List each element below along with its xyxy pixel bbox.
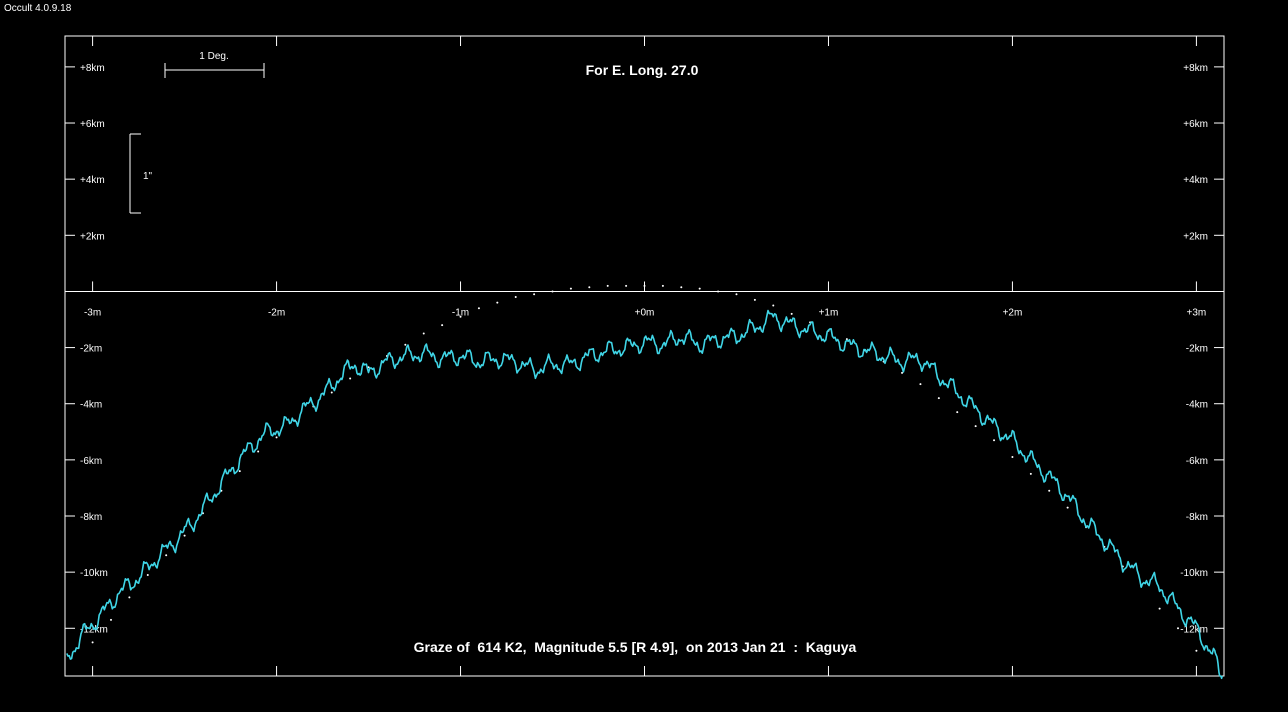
y-tick-label-right: -6km	[1186, 456, 1208, 467]
y-tick-label-right: -10km	[1180, 568, 1208, 579]
mean-limb-point	[1177, 627, 1180, 630]
mean-limb-point	[128, 596, 131, 599]
mean-limb-point	[790, 312, 793, 315]
mean-limb-point	[974, 425, 977, 428]
mean-limb-point	[514, 296, 517, 299]
y-tick-label-right: -12km	[1180, 624, 1208, 635]
x-tick-label: +1m	[819, 307, 839, 318]
mean-limb-point	[698, 287, 701, 290]
mean-limb-point	[735, 293, 738, 296]
y-tick-label-left: +6km	[80, 119, 105, 130]
y-tick-label-left: -8km	[80, 512, 102, 523]
mean-limb-point	[901, 371, 904, 374]
mean-limb-point	[717, 290, 720, 293]
y-tick-label-left: +2km	[80, 231, 105, 242]
mean-limb-point	[109, 618, 112, 621]
mean-limb-point	[606, 284, 609, 287]
mean-limb-point	[643, 284, 646, 287]
mean-limb-point	[422, 332, 425, 335]
y-tick-label-right: -8km	[1186, 512, 1208, 523]
y-tick-label-right: -2km	[1186, 344, 1208, 355]
x-tick-label: -1m	[452, 307, 469, 318]
y-tick-label-right: +4km	[1183, 175, 1208, 186]
chart-caption: Graze of 614 K2, Magnitude 5.5 [R 4.9], …	[414, 639, 857, 655]
mean-limb-point	[404, 343, 407, 346]
x-tick-label: +2m	[1003, 307, 1023, 318]
chart-title: For E. Long. 27.0	[586, 62, 699, 78]
mean-limb-point	[238, 470, 241, 473]
mean-limb-point	[937, 397, 940, 400]
mean-limb-point	[1048, 489, 1051, 492]
y-tick-label-left: +8km	[80, 63, 105, 74]
y-tick-label-left: -6km	[80, 456, 102, 467]
plot-frame	[64, 35, 1225, 677]
mean-limb-point	[367, 366, 370, 369]
y-tick-label-left: -4km	[80, 400, 102, 411]
mean-limb-point	[919, 383, 922, 386]
y-tick-label-right: +6km	[1183, 119, 1208, 130]
arcsec-scale-bar	[129, 133, 141, 214]
mean-limb-point	[680, 286, 683, 289]
y-tick-label-left: +4km	[80, 175, 105, 186]
degree-scale-bar	[164, 63, 265, 78]
arcsec-scale-label: 1"	[143, 171, 153, 182]
mean-limb-point	[459, 315, 462, 318]
y-tick-label-left: -2km	[80, 344, 102, 355]
mean-limb-point	[165, 554, 168, 557]
mean-limb-point	[275, 436, 278, 439]
mean-limb-point	[1195, 649, 1198, 652]
y-tick-label-left: -10km	[80, 568, 108, 579]
mean-limb-point	[330, 391, 333, 394]
x-tick-label: +3m	[1187, 307, 1207, 318]
x-tick-label: +0m	[635, 307, 655, 318]
mean-limb-point	[257, 450, 260, 453]
mean-limb-point	[845, 338, 848, 341]
limb-profile-line	[66, 309, 1223, 680]
mean-limb-point	[183, 534, 186, 537]
mean-limb-point	[146, 573, 149, 576]
mean-limb-point	[533, 293, 536, 296]
mean-limb-point	[772, 304, 775, 307]
mean-limb-point	[625, 284, 628, 287]
mean-limb-point	[956, 411, 959, 414]
y-tick-label-right: +8km	[1183, 63, 1208, 74]
mean-limb-point	[441, 324, 444, 327]
x-tick-label: -3m	[84, 307, 101, 318]
mean-limb-point	[1158, 607, 1161, 610]
degree-scale-label: 1 Deg.	[199, 51, 228, 62]
mean-limb-point	[661, 284, 664, 287]
y-tick-label-right: +2km	[1183, 231, 1208, 242]
app-version-label: Occult 4.0.9.18	[4, 3, 72, 14]
mean-limb-point	[588, 286, 591, 289]
mean-limb-point	[551, 290, 554, 293]
y-tick-label-right: -4km	[1186, 400, 1208, 411]
mean-limb-point	[496, 301, 499, 304]
mean-limb-point	[1029, 472, 1032, 475]
mean-limb-point	[1011, 456, 1014, 459]
mean-limb-point	[477, 307, 480, 310]
mean-limb-point	[91, 641, 94, 644]
mean-limb-point	[349, 377, 352, 380]
mean-limb-point	[1066, 506, 1069, 509]
mean-limb-point	[753, 298, 756, 301]
x-tick-label: -2m	[268, 307, 285, 318]
mean-limb-point	[993, 439, 996, 442]
mean-limb-point	[569, 287, 572, 290]
